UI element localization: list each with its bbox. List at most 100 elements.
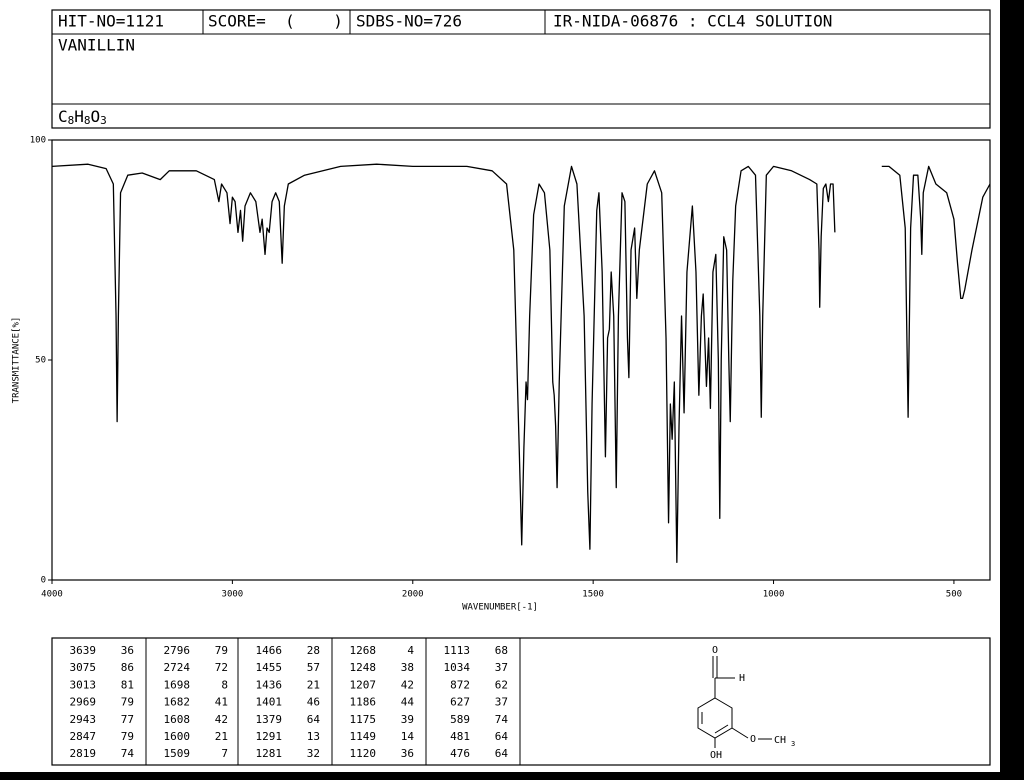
peak-table-box — [51, 637, 991, 766]
peak-wavenumber: 2819 — [70, 747, 97, 760]
peak-transmittance: 79 — [121, 696, 134, 709]
peak-transmittance: 64 — [495, 730, 509, 743]
peak-transmittance: 37 — [495, 696, 508, 709]
peak-wavenumber: 627 — [450, 696, 470, 709]
peak-wavenumber: 1149 — [350, 730, 377, 743]
peak-wavenumber: 1682 — [164, 696, 191, 709]
spectrum-line — [51, 163, 991, 564]
x-tick-label: 1000 — [763, 590, 785, 600]
x-tick-label: 1500 — [582, 590, 604, 600]
y-tick-label: 0 — [41, 576, 46, 586]
header-box — [51, 9, 991, 129]
formula-element: C — [58, 107, 68, 126]
sdbs-no: SDBS-NO=726 — [356, 12, 462, 31]
atom-label: O — [712, 645, 718, 656]
bond — [714, 724, 729, 734]
peak-transmittance: 38 — [401, 661, 414, 674]
peak-wavenumber: 1600 — [164, 730, 191, 743]
peak-wavenumber: 2847 — [70, 730, 97, 743]
chart: 0 50 100 4000 3000 2000 1500 1000 500 WAVENUMBER[… — [12, 136, 991, 613]
peak-transmittance: 42 — [215, 713, 228, 726]
peak-wavenumber: 2796 — [164, 644, 191, 657]
peak-transmittance: 14 — [401, 730, 415, 743]
peak-wavenumber: 2969 — [70, 696, 97, 709]
peak-wavenumber: 1401 — [256, 696, 283, 709]
peak-transmittance: 46 — [307, 696, 320, 709]
peak-transmittance: 79 — [121, 730, 134, 743]
x-tick-label: 500 — [946, 590, 962, 600]
peak-wavenumber: 1207 — [350, 678, 377, 691]
peak-wavenumber: 1186 — [350, 696, 377, 709]
peak-wavenumber: 3013 — [70, 678, 97, 691]
peak-transmittance: 36 — [401, 747, 414, 760]
formula-subscript: 8 — [68, 114, 75, 127]
peak-wavenumber: 476 — [450, 747, 470, 760]
formula-subscript: 8 — [84, 114, 91, 127]
header: HIT-NO=1121 SCORE= ( ) SDBS-NO=726 IR-NI… — [51, 9, 991, 129]
peak-transmittance: 21 — [307, 678, 320, 691]
peak-transmittance: 72 — [215, 661, 228, 674]
atom-label: 3 — [791, 740, 795, 748]
peak-transmittance: 37 — [495, 661, 508, 674]
peak-wavenumber: 1175 — [350, 713, 377, 726]
peak-transmittance: 42 — [401, 678, 414, 691]
atom-label: OH — [710, 750, 722, 761]
peak-wavenumber: 1268 — [350, 644, 377, 657]
peak-transmittance: 77 — [121, 713, 134, 726]
peak-transmittance: 74 — [121, 747, 135, 760]
peak-wavenumber: 1120 — [350, 747, 377, 760]
formula-element: H — [74, 107, 84, 126]
peak-transmittance: 62 — [495, 678, 508, 691]
x-tick-label: 4000 — [41, 590, 63, 600]
peak-wavenumber: 1608 — [164, 713, 191, 726]
peak-wavenumber: 3075 — [70, 661, 97, 674]
structure-labels: OHO CH 3OH — [710, 645, 795, 761]
peak-wavenumber: 1379 — [256, 713, 283, 726]
background — [0, 0, 1000, 772]
peak-wavenumber: 1281 — [256, 747, 283, 760]
formula-subscript: 3 — [100, 114, 107, 127]
peak-transmittance: 68 — [495, 644, 508, 657]
peak-transmittance: 86 — [121, 661, 134, 674]
peak-transmittance: 44 — [401, 696, 415, 709]
peak-wavenumber: 2724 — [164, 661, 191, 674]
peak-transmittance: 39 — [401, 713, 414, 726]
peak-transmittance: 7 — [221, 747, 228, 760]
peak-transmittance: 4 — [407, 644, 414, 657]
peak-transmittance: 74 — [495, 713, 509, 726]
peak-wavenumber: 481 — [450, 730, 470, 743]
peak-transmittance: 41 — [215, 696, 228, 709]
score: SCORE= ( ) — [208, 12, 343, 31]
x-tick-label: 3000 — [222, 590, 244, 600]
peak-transmittance: 21 — [215, 730, 228, 743]
peak-transmittance: 81 — [121, 678, 134, 691]
bond — [731, 727, 749, 739]
peak-wavenumber: 1113 — [444, 644, 471, 657]
peak-transmittance: 32 — [307, 747, 320, 760]
hit-no: HIT-NO=1121 — [58, 12, 164, 31]
peak-wavenumber: 1034 — [444, 661, 471, 674]
y-tick-label: 50 — [35, 356, 46, 366]
peak-wavenumber: 2943 — [70, 713, 97, 726]
peak-transmittance: 64 — [495, 747, 509, 760]
peak-wavenumber: 1436 — [256, 678, 283, 691]
x-tick-label: 2000 — [402, 590, 424, 600]
x-axis-label: WAVENUMBER[-1] — [462, 603, 538, 613]
y-axis-label: TRANSMITTANCE[%] — [12, 317, 22, 404]
peak-wavenumber: 872 — [450, 678, 470, 691]
peak-wavenumber: 1248 — [350, 661, 377, 674]
formula: C8H8O3 — [58, 107, 107, 128]
atom-label: H — [739, 673, 745, 684]
peak-wavenumber: 1455 — [256, 661, 283, 674]
peak-transmittance: 79 — [215, 644, 228, 657]
peak-transmittance: 57 — [307, 661, 320, 674]
peak-wavenumber: 1291 — [256, 730, 283, 743]
method: IR-NIDA-06876 : CCL4 SOLUTION — [553, 12, 832, 31]
peak-wavenumber: 3639 — [70, 644, 97, 657]
peak-transmittance: 28 — [307, 644, 320, 657]
peak-transmittance: 36 — [121, 644, 134, 657]
peak-wavenumber: 1698 — [164, 678, 191, 691]
structure — [697, 656, 772, 748]
